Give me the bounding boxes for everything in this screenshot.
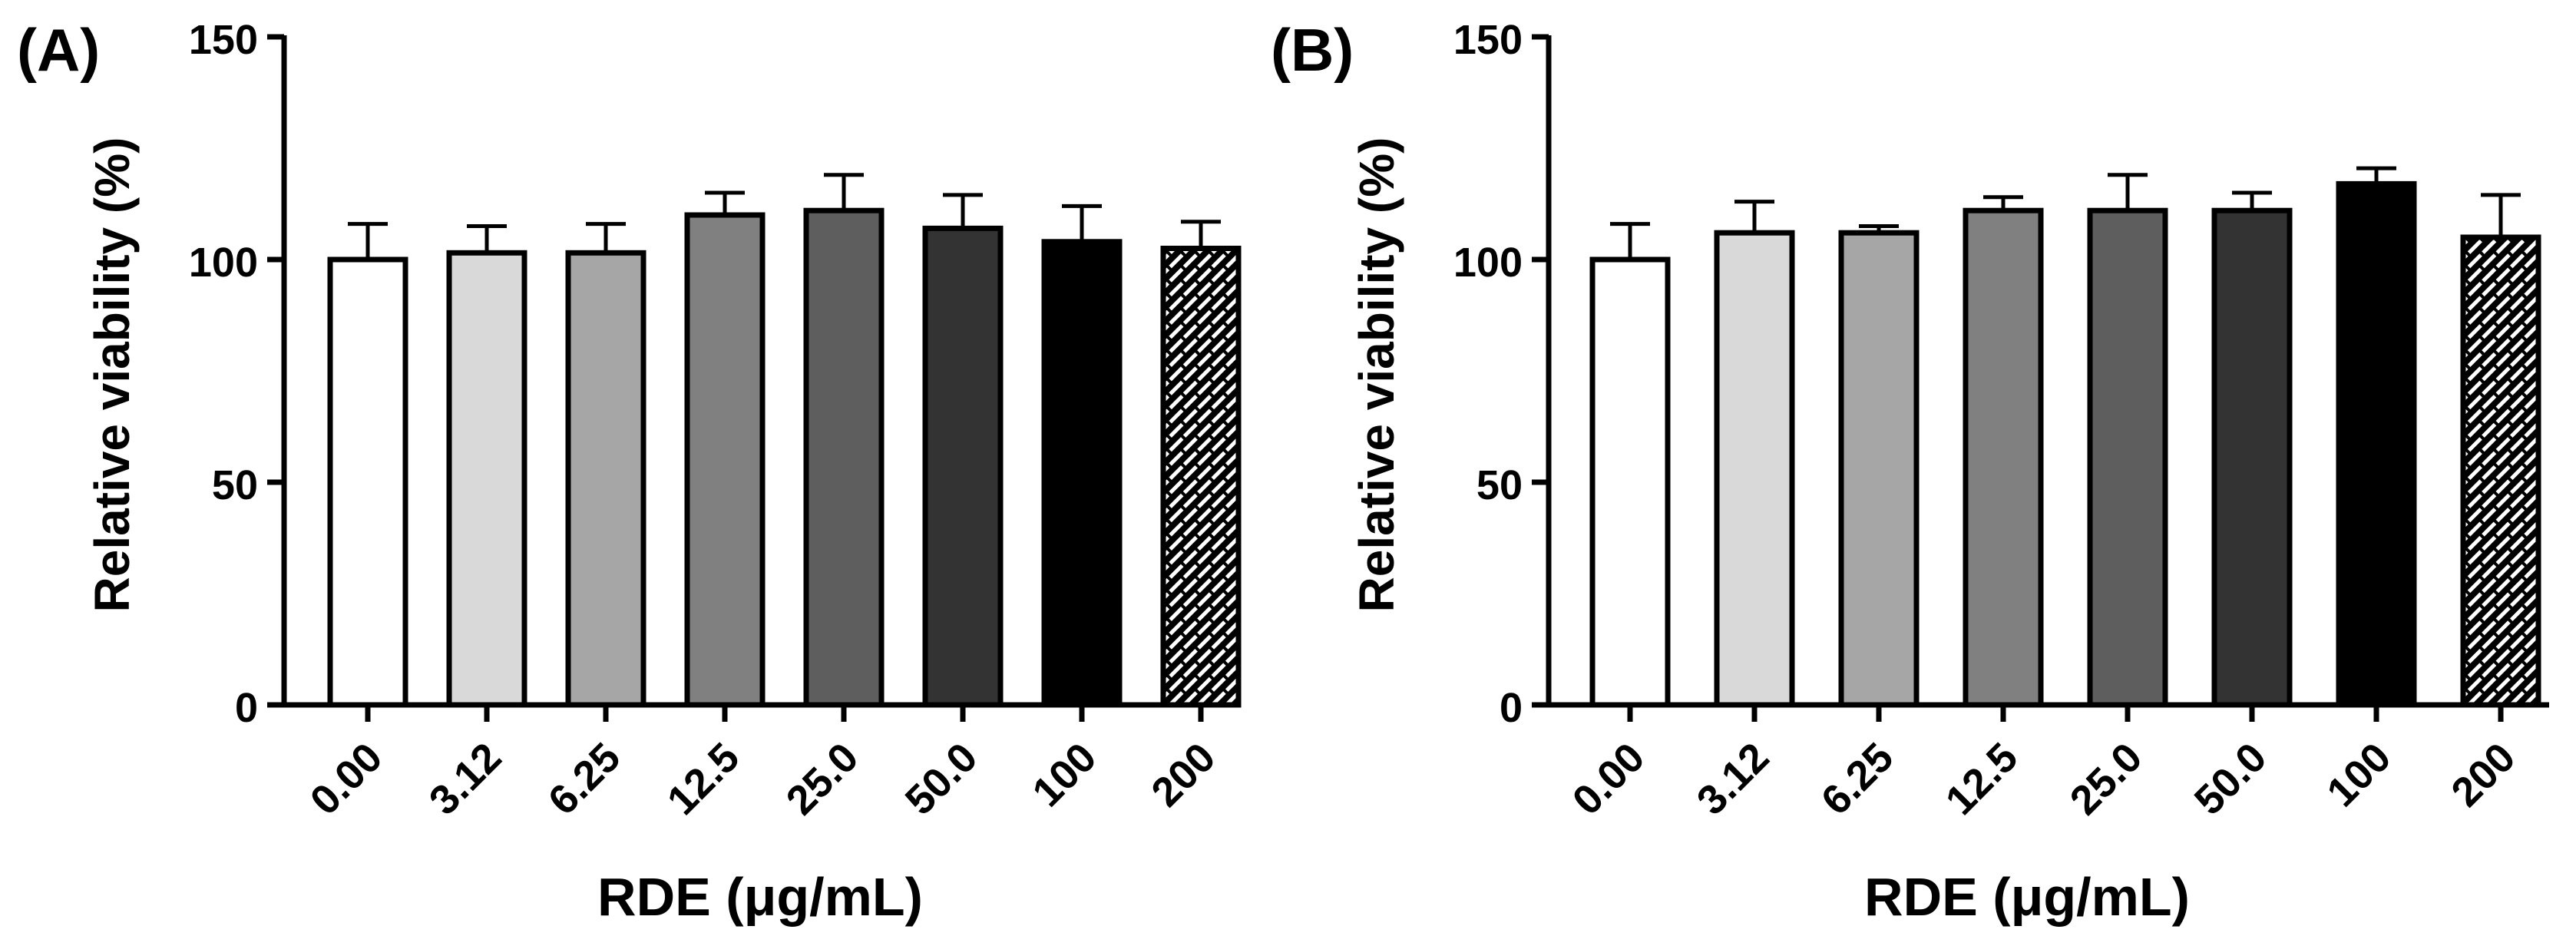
bar-200 bbox=[1160, 246, 1242, 708]
x-axis-label-a: RDE (μg/mL) bbox=[597, 867, 923, 927]
x-tick-label: 6.25 bbox=[540, 734, 630, 824]
y-tick-labels-a: 0 50 100 150 bbox=[189, 17, 258, 731]
bar-200 bbox=[2460, 234, 2541, 708]
bar-12.5 bbox=[684, 212, 766, 708]
plot-area-a: 0.00 3.12 6.25 12.5 25.0 50.0 100 200 bbox=[267, 34, 1242, 824]
x-tick-label: 25.0 bbox=[2062, 734, 2151, 824]
x-tick-label: 0.00 bbox=[302, 734, 392, 824]
y-tick-label: 150 bbox=[189, 17, 258, 63]
bar-50.0 bbox=[2211, 207, 2293, 708]
x-tick-label: 200 bbox=[1143, 734, 1224, 815]
y-axis-label-b: Relative viability (%) bbox=[1349, 137, 1404, 613]
x-tick-label: 6.25 bbox=[1813, 734, 1903, 824]
bar-6.25 bbox=[565, 250, 646, 708]
panel-b: (B) Relative viability (%) RDE (μg/mL) 0… bbox=[1271, 16, 2549, 927]
y-tick-label: 50 bbox=[1476, 462, 1523, 508]
bar-0.00 bbox=[327, 256, 408, 708]
x-tick-label: 25.0 bbox=[778, 734, 868, 824]
bar-12.5 bbox=[1963, 207, 2044, 708]
bar-0.00 bbox=[1589, 256, 1671, 708]
y-tick-label: 50 bbox=[212, 462, 258, 508]
x-tick-label: 0.00 bbox=[1564, 734, 1654, 824]
x-tick-label: 50.0 bbox=[897, 734, 987, 824]
panel-label-b: (B) bbox=[1271, 16, 1354, 84]
panel-a: (A) Relative viability (%) RDE (μg/mL) 0… bbox=[17, 16, 1242, 927]
x-tick-label: 50.0 bbox=[2186, 734, 2276, 824]
bar-100 bbox=[2336, 180, 2417, 708]
bar-100 bbox=[1041, 239, 1123, 708]
x-tick-label: 200 bbox=[2442, 734, 2524, 815]
bar-3.12 bbox=[446, 250, 527, 708]
plot-area-b: 0.00 3.12 6.25 12.5 25.0 50.0 100 200 bbox=[1532, 34, 2549, 824]
bar-6.25 bbox=[1838, 230, 1920, 708]
y-tick-label: 100 bbox=[1453, 240, 1523, 286]
bar-25.0 bbox=[803, 207, 885, 708]
bar-50.0 bbox=[922, 225, 1004, 708]
y-tick-labels-b: 0 50 100 150 bbox=[1453, 17, 1523, 731]
x-axis-label-b: RDE (μg/mL) bbox=[1864, 867, 2190, 927]
x-tick-label: 12.5 bbox=[1937, 734, 2027, 824]
bar-25.0 bbox=[2087, 207, 2168, 708]
y-tick-label: 100 bbox=[189, 240, 258, 286]
panel-label-a: (A) bbox=[17, 16, 100, 84]
y-axis-label-a: Relative viability (%) bbox=[84, 137, 140, 613]
y-tick-label: 150 bbox=[1453, 17, 1523, 63]
x-tick-label: 12.5 bbox=[659, 734, 749, 824]
bar-3.12 bbox=[1714, 230, 1795, 708]
x-tick-label: 100 bbox=[1023, 734, 1105, 815]
x-tick-label: 3.12 bbox=[421, 734, 511, 824]
x-tick-label: 100 bbox=[2318, 734, 2399, 815]
x-tick-label: 3.12 bbox=[1688, 734, 1778, 824]
y-tick-label: 0 bbox=[1500, 685, 1523, 731]
y-tick-label: 0 bbox=[235, 685, 258, 731]
